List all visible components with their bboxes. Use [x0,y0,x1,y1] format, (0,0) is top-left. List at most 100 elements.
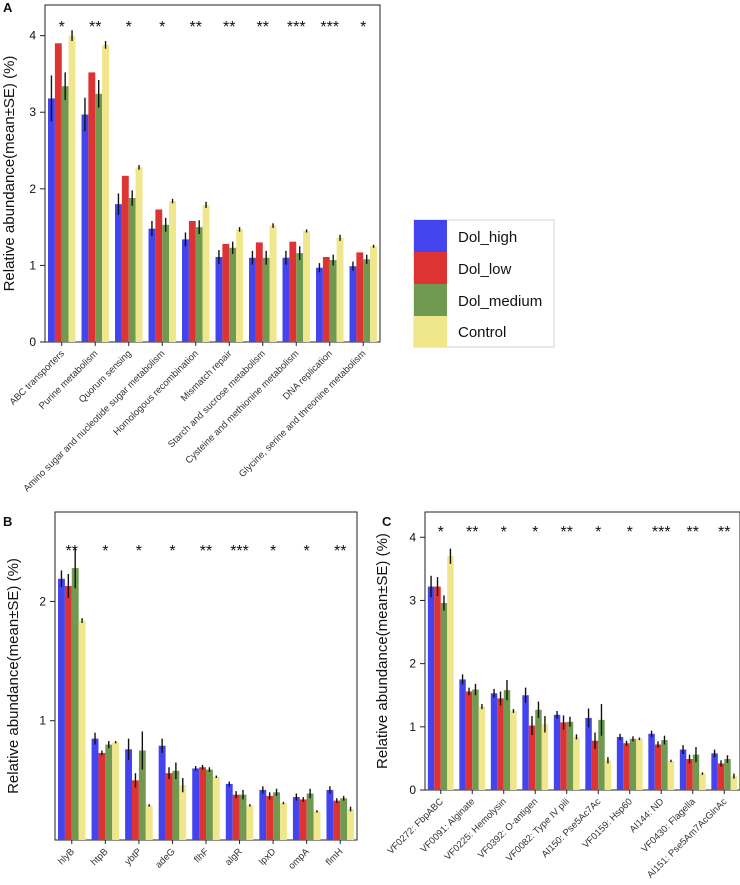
panel-b-category-label: flmH [324,846,346,868]
panel-b-category-label: hlyB [56,846,77,867]
panel-b-bar [239,794,247,840]
panel-b-category-label: adeG [153,846,177,870]
panel-b-category-label: htpB [89,846,111,868]
panel-c-significance-stars: * [532,524,538,541]
panel-c-bar [510,711,517,790]
panel-c-bar [522,695,529,790]
panel-c-bar [497,698,504,790]
legend-label-dol-low: Dol_low [458,261,512,278]
panel-b-bar [98,752,106,840]
panel-a-bar [282,257,290,342]
panel-b-significance-stars: *** [230,543,249,560]
panel-b-category-label: lpxD [257,846,278,867]
panel-a-bar [356,252,364,342]
panel-a-significance-stars: * [126,19,132,36]
panel-a-bar [236,229,243,342]
panel-b-significance-stars: * [169,543,175,560]
panel-c-bar [427,586,435,790]
panel-b-bar [313,811,321,840]
panel-a-significance-stars: * [159,19,165,36]
panel-a-ytick-label: 3 [29,105,36,119]
panel-a-bar [296,253,304,342]
panel-a-bar [162,224,170,342]
panel-c-bar [654,744,662,790]
panel-c-bar [616,736,624,790]
panel-c-bar [661,740,668,790]
panel-a-significance-stars: ** [89,19,101,36]
panel-b-significance-stars: * [270,543,276,560]
legend: Dol_high Dol_low Dol_medium Control [413,219,555,348]
panel-c-bar [560,722,567,790]
panel-a-bar [303,230,310,342]
panel-c-bar [724,759,731,790]
panel-a-bar [262,257,270,342]
panel-b-bar [206,769,213,840]
panel-c-significance-stars: * [501,524,507,541]
panel-b-bar [199,767,206,840]
panel-a-ytick-label: 1 [29,258,36,272]
panel-c-bar [434,586,441,790]
panel-label-c: C [382,514,392,529]
panel-c-bar [717,763,725,790]
panel-a-bar [336,237,344,342]
panel-c-bar [459,679,466,790]
panel-b-category-label: algR [223,846,245,868]
panel-a-bar [222,243,230,342]
panel-a-bar [121,175,129,342]
panel-b-bar [145,805,153,840]
panel-a-significance-stars: *** [287,19,306,36]
legend-swatch-dol-medium [414,284,447,316]
panel-c-bar [585,717,592,790]
panel-c-bar [699,773,706,790]
panel-a-bar [249,257,256,342]
panel-b-bar [292,797,300,840]
panel-c-bar [566,721,574,790]
panel-c-bar [490,693,498,790]
panel-b-bar [266,795,274,840]
panel-c-significance-stars: ** [561,524,573,541]
panel-c-significance-stars: *** [652,524,671,541]
panel-b-bar [112,742,120,840]
panel-a-bar [88,72,96,343]
panel-a-bar [182,239,189,342]
panel-c-significance-stars: * [595,524,601,541]
panel-b-bar [299,799,307,840]
panel-c-category-label: VF0272: FbpABC [385,796,446,857]
panel-b-bar [91,738,99,840]
legend-swatch-control [414,316,447,347]
panel-c-bar [535,709,542,790]
panel-b-bar [326,789,334,840]
panel-c-ylabel: Relative abundance(mean±SE) (%) [374,533,391,769]
panel-a-bar [349,266,357,342]
panel-a-ytick-label: 2 [29,182,36,196]
panel-b-bar [125,749,133,840]
panel-c-bar [730,776,738,790]
panel-a-bar [48,98,55,342]
panel-a-category-label: ABC transporters [8,348,67,407]
panel-c-bar [447,556,454,790]
chart-panel-a: 0 1 2 3 4 Relative abundance(mean±SE) (%) ABC … [1,4,381,494]
panel-a-bar [363,259,371,342]
panel-c-ytick-label: 2 [409,657,416,671]
panel-c-significance-stars: * [627,524,633,541]
panel-b-bar [333,800,341,840]
panel-b-bar [158,745,166,840]
panel-c-bar [472,689,479,790]
panel-b-bar [172,770,180,840]
panel-b-bar [340,798,348,840]
legend-label-dol-high: Dol_high [458,229,517,246]
panel-a-bar [115,204,122,342]
panel-b-bar [347,808,354,840]
panel-a-bar [370,246,377,342]
panel-a-plot-frame [44,4,381,343]
panel-c-bar [692,754,700,790]
panel-b-significance-stars: * [136,543,142,560]
panel-a-bar [188,220,196,342]
panel-a-bar [289,241,297,342]
panel-a-bar [135,167,143,342]
panel-b-significance-stars: ** [200,543,212,560]
legend-label-dol-medium: Dol_medium [458,293,542,310]
panel-b-bar [179,785,187,840]
